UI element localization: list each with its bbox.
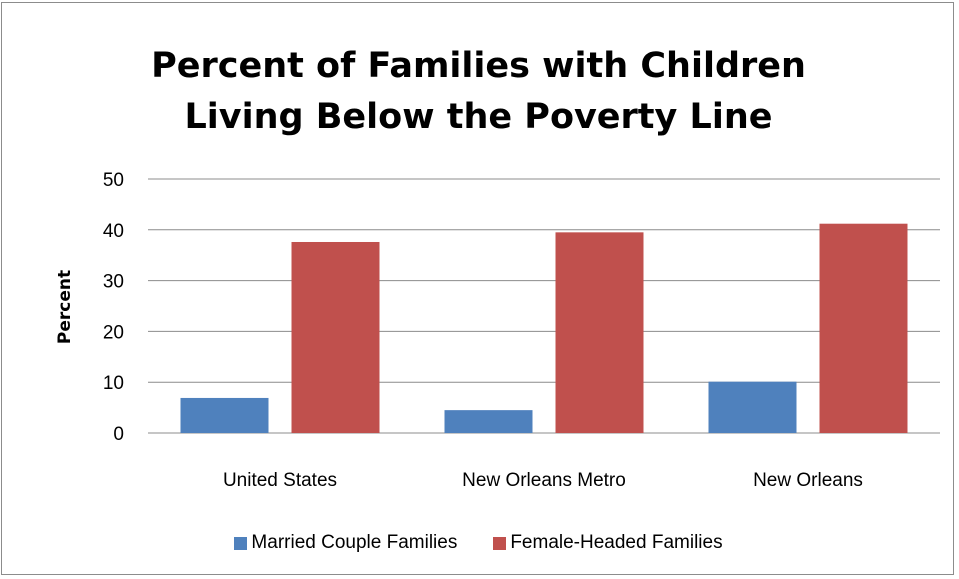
- y-tick-label: 40: [103, 221, 124, 242]
- bar-married-0: [180, 397, 269, 433]
- legend: Married Couple Families Female-Headed Fa…: [2, 531, 955, 555]
- legend-label-married: Married Couple Families: [251, 532, 458, 553]
- x-category-label: New Orleans Metro: [462, 470, 626, 491]
- y-tick-label: 10: [103, 373, 124, 394]
- bar-married-1: [444, 410, 533, 433]
- bar-female-0: [291, 241, 380, 433]
- y-tick-label: 50: [103, 170, 124, 191]
- legend-item-married: Married Couple Families: [234, 532, 457, 554]
- bar-female-2: [819, 223, 908, 433]
- y-tick-label: 30: [103, 272, 124, 293]
- y-tick-label: 0: [113, 424, 124, 445]
- chart-title: Percent of Families with Children Living…: [2, 41, 955, 143]
- x-category-label: United States: [223, 470, 337, 491]
- legend-swatch-female: [493, 536, 507, 550]
- bar-female-1: [555, 232, 644, 433]
- legend-swatch-married: [234, 536, 248, 550]
- y-axis-label: Percent: [55, 270, 75, 344]
- legend-label-female: Female-Headed Families: [510, 532, 723, 553]
- chart-title-line-1: Percent of Families with Children: [151, 46, 806, 86]
- chart-title-line-2: Living Below the Poverty Line: [184, 97, 773, 137]
- y-tick-label: 20: [103, 322, 124, 343]
- legend-item-female: Female-Headed Families: [493, 532, 723, 554]
- plot-area: 0 10 20 30 40 50 United States New Orleans Met…: [55, 170, 940, 491]
- x-category-label: New Orleans: [753, 470, 863, 491]
- bar-married-2: [708, 381, 797, 433]
